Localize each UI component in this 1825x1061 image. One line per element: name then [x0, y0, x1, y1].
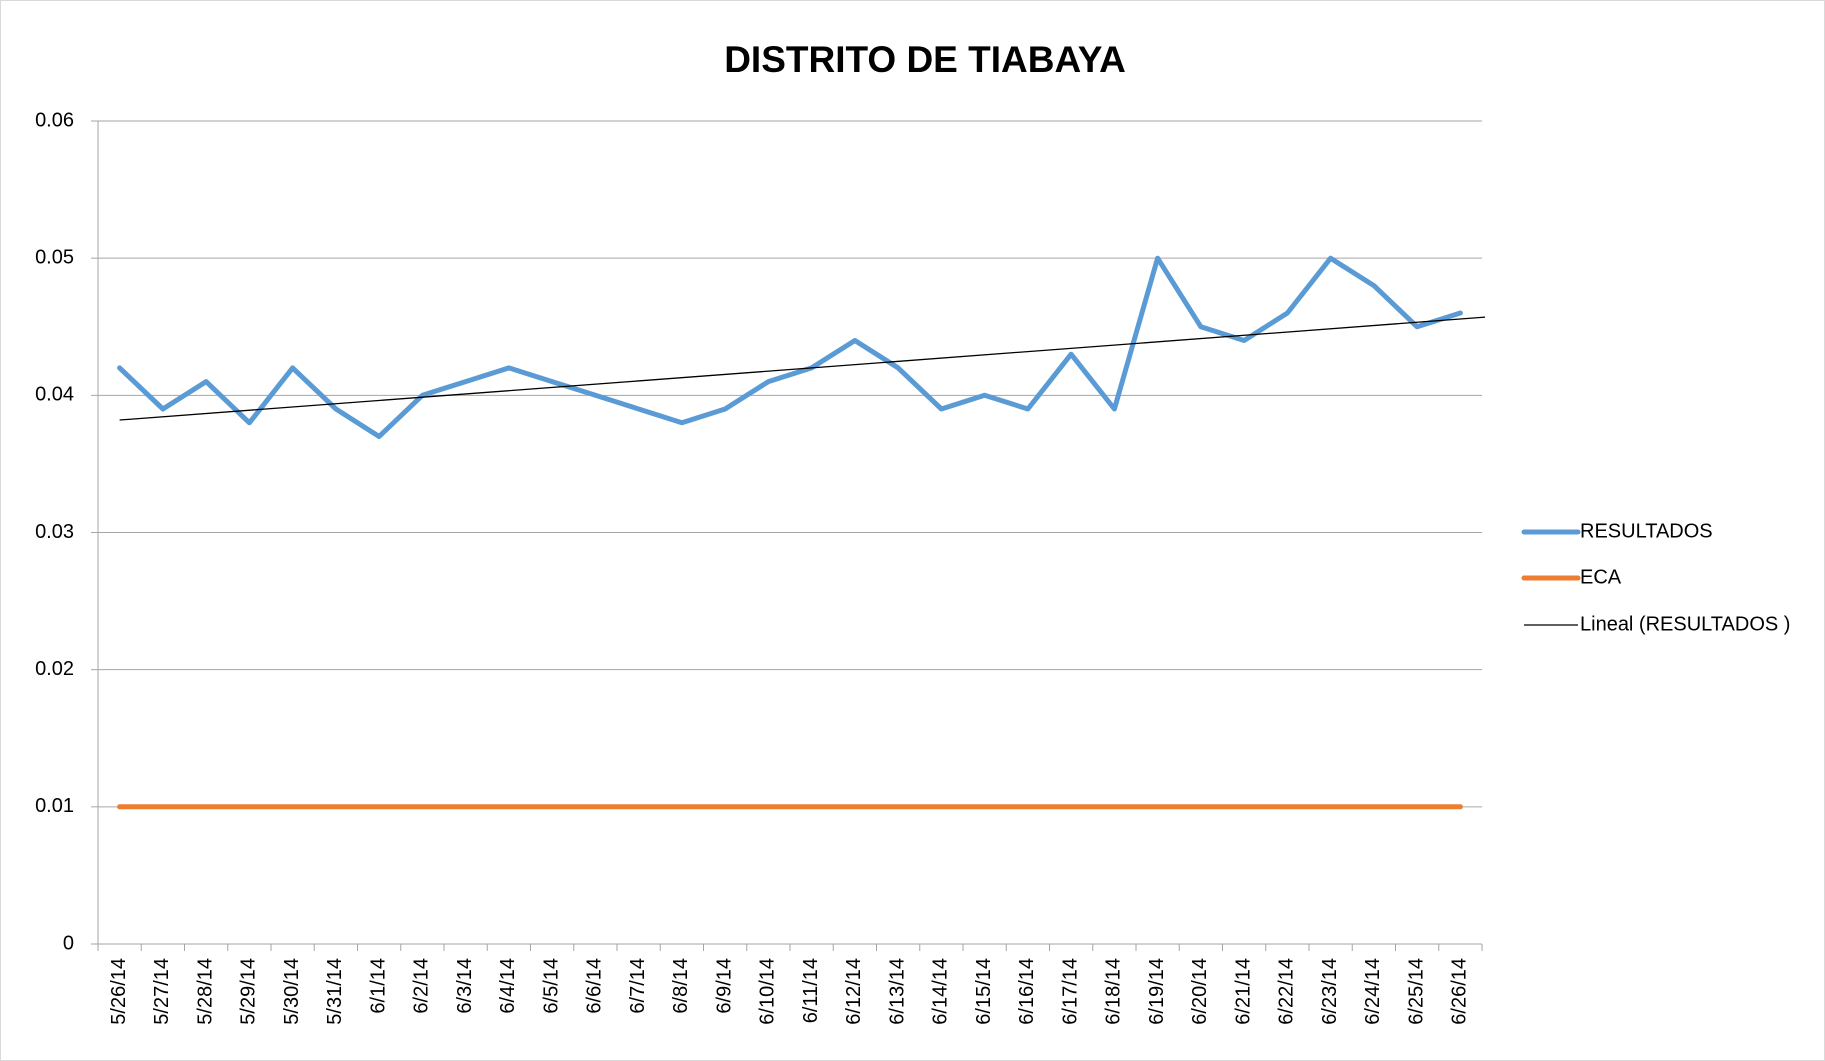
y-tick-label: 0.06: [35, 109, 74, 131]
x-tick-label: 6/17/14: [1059, 958, 1081, 1025]
x-tick-label: 6/15/14: [973, 958, 995, 1025]
x-tick-label: 5/27/14: [151, 958, 173, 1025]
x-tick-label: 6/23/14: [1319, 958, 1341, 1025]
x-tick-label: 6/14/14: [930, 958, 952, 1025]
legend-label: RESULTADOS: [1580, 520, 1713, 542]
x-tick-label: 6/11/14: [800, 958, 822, 1023]
y-tick-label: 0.03: [35, 521, 74, 543]
y-tick-label: 0.02: [35, 658, 74, 680]
x-tick-label: 5/29/14: [238, 958, 260, 1025]
series-line: [117, 255, 1463, 439]
x-tick-label: 6/8/14: [670, 958, 692, 1014]
x-tick-label: 6/21/14: [1232, 958, 1254, 1025]
x-tick-label: 5/31/14: [324, 958, 346, 1025]
x-tick-label: 6/10/14: [757, 958, 779, 1025]
y-tick-label: 0.05: [35, 246, 74, 268]
x-tick-label: 6/16/14: [1016, 958, 1038, 1025]
x-tick-label: 6/25/14: [1405, 958, 1427, 1025]
x-tick-label: 6/4/14: [497, 958, 519, 1014]
x-tick-label: 6/5/14: [540, 958, 562, 1014]
x-tick-label: 5/26/14: [108, 958, 130, 1025]
x-tick-label: 6/1/14: [367, 958, 389, 1014]
x-tick-label: 6/9/14: [713, 958, 735, 1014]
x-tick-label: 6/20/14: [1189, 958, 1211, 1025]
legend-label: Lineal (RESULTADOS ): [1580, 613, 1790, 635]
x-tick-label: 6/7/14: [627, 958, 649, 1014]
x-tick-label: 5/28/14: [194, 958, 216, 1025]
chart-title: DISTRITO DE TIABAYA: [724, 39, 1126, 80]
x-tick-label: 6/24/14: [1362, 958, 1384, 1025]
trendline: [119, 316, 1486, 421]
x-tick-label: 6/3/14: [454, 958, 476, 1014]
y-tick-label: 0.01: [35, 795, 74, 817]
x-tick-label: 6/12/14: [843, 958, 865, 1025]
x-tick-label: 5/30/14: [281, 958, 303, 1025]
x-tick-label: 6/26/14: [1449, 958, 1471, 1025]
x-tick-label: 6/18/14: [1103, 958, 1125, 1025]
x-tick-label: 6/19/14: [1146, 958, 1168, 1025]
x-tick-label: 6/13/14: [886, 958, 908, 1025]
x-tick-label: 6/22/14: [1276, 958, 1298, 1025]
legend-label: ECA: [1580, 566, 1622, 588]
x-tick-label: 6/6/14: [584, 958, 606, 1014]
y-tick-label: 0: [63, 932, 74, 954]
x-tick-label: 6/2/14: [411, 958, 433, 1014]
y-tick-label: 0.04: [35, 384, 74, 406]
